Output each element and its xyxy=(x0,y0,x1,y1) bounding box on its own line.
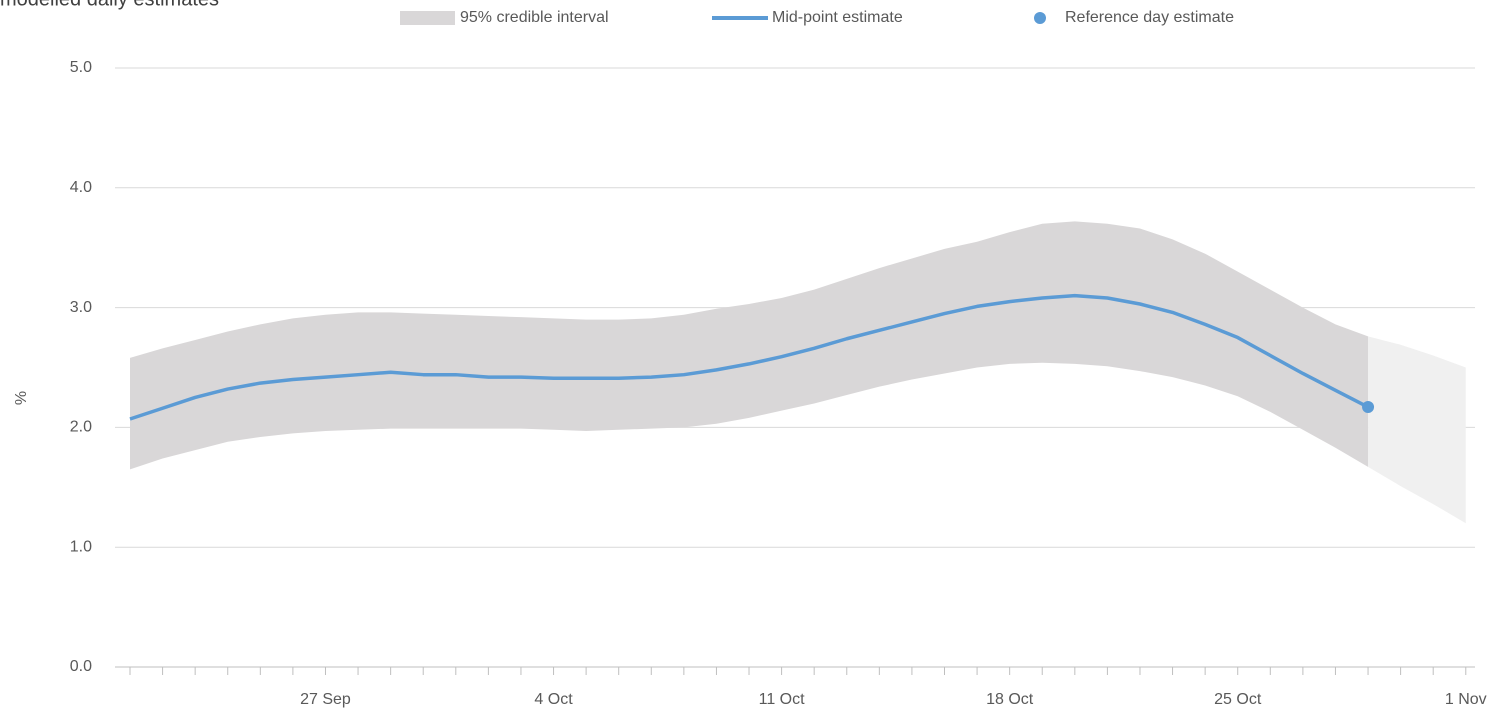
legend-label: 95% credible interval xyxy=(460,9,609,26)
mid-line xyxy=(129,293,1369,421)
y-tick-label: 1.0 xyxy=(70,538,92,555)
projection-band xyxy=(1368,336,1466,524)
legend-swatch xyxy=(400,11,455,25)
reference-dot xyxy=(1362,401,1375,414)
y-axis-label: % xyxy=(13,391,30,405)
y-tick-label: 4.0 xyxy=(70,179,92,196)
x-tick-label: 11 Oct xyxy=(759,691,806,708)
x-tick-label: 25 Oct xyxy=(1214,691,1262,708)
x-tick-label: 4 Oct xyxy=(534,691,573,708)
credible-band xyxy=(130,221,1369,470)
y-tick-label: 3.0 xyxy=(70,299,92,316)
x-tick-label: 18 Oct xyxy=(986,691,1034,708)
y-tick-label: 2.0 xyxy=(70,419,92,436)
legend-label: Reference day estimate xyxy=(1065,9,1234,26)
y-tick-label: 0.0 xyxy=(70,658,92,675)
x-tick-label: 1 Nov xyxy=(1445,691,1487,708)
x-tick-label: 27 Sep xyxy=(300,691,351,708)
legend-label: Mid-point estimate xyxy=(772,9,903,26)
y-tick-label: 5.0 xyxy=(70,59,92,76)
legend-swatch xyxy=(1034,12,1046,24)
chart-title: modelled daily estimates xyxy=(0,0,219,10)
